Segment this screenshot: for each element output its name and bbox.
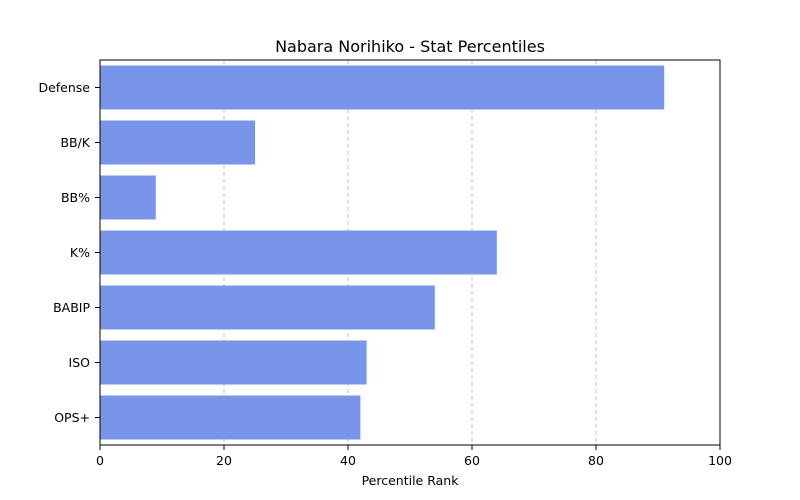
chart-title: Nabara Norihiko - Stat Percentiles [275, 37, 545, 56]
x-tick-label: 80 [588, 453, 604, 468]
y-axis-ticks: Defense BB/K BB% K% BABIP ISO OPS+ [38, 80, 100, 425]
x-tick-label: 20 [216, 453, 232, 468]
y-tick-label: BB% [61, 190, 90, 205]
x-axis-label: Percentile Rank [362, 473, 460, 488]
x-axis-ticks: 0 20 40 60 80 100 [96, 445, 732, 468]
y-tick-label: ISO [69, 355, 91, 370]
bars [100, 65, 665, 440]
y-tick-label: BABIP [53, 300, 90, 315]
bar [100, 65, 665, 110]
bar [100, 175, 156, 220]
y-tick-label: Defense [38, 80, 90, 95]
x-tick-label: 100 [708, 453, 732, 468]
bar [100, 285, 435, 330]
bar [100, 230, 497, 275]
y-tick-label: K% [70, 245, 90, 260]
bar [100, 340, 367, 385]
x-tick-label: 40 [340, 453, 356, 468]
bar [100, 120, 255, 165]
bar [100, 395, 361, 440]
x-tick-label: 0 [96, 453, 104, 468]
x-tick-label: 60 [464, 453, 480, 468]
y-tick-label: OPS+ [54, 410, 90, 425]
y-tick-label: BB/K [60, 135, 90, 150]
